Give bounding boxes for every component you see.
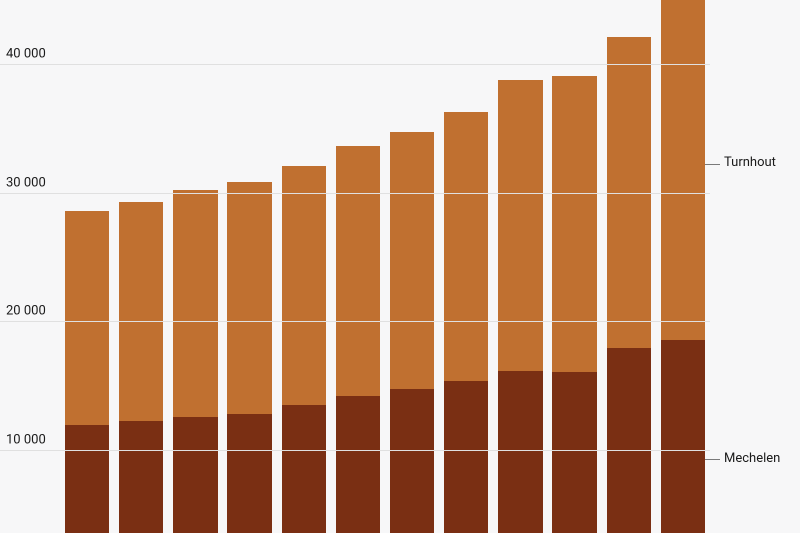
bar-segment-bottom: [173, 417, 217, 533]
bar-segment-top: [173, 190, 217, 417]
bar-group: [498, 0, 542, 533]
bar-group: [173, 0, 217, 533]
bar-segment-bottom: [119, 421, 163, 533]
bar-group: [607, 0, 651, 533]
bar-segment-bottom: [282, 405, 326, 533]
grid-line: [0, 450, 710, 451]
chart-viewport: 10 000 20 000 30 000 40 000 Turnhout Mechele…: [0, 0, 800, 533]
bar-group: [227, 0, 271, 533]
bar-segment-bottom: [661, 340, 705, 533]
bar-segment-top: [336, 146, 380, 395]
bar-group: [661, 0, 705, 533]
bar-segment-top: [444, 112, 488, 382]
bar-group: [444, 0, 488, 533]
bars-layer: [0, 0, 710, 533]
series-label-top: Turnhout: [724, 155, 776, 170]
bar-segment-top: [661, 0, 705, 340]
bar-segment-top: [282, 166, 326, 405]
bar-segment-bottom: [227, 414, 271, 533]
bar-segment-bottom: [552, 372, 596, 533]
bar-group: [119, 0, 163, 533]
bar-segment-bottom: [607, 348, 651, 533]
bar-group: [552, 0, 596, 533]
bar-segment-top: [119, 202, 163, 422]
bar-segment-bottom: [444, 381, 488, 533]
bar-segment-bottom: [390, 389, 434, 533]
bar-segment-top: [65, 211, 109, 425]
y-tick-label: 30 000: [0, 175, 46, 190]
bar-segment-bottom: [65, 425, 109, 533]
series-connector: [705, 164, 720, 165]
series-label-bottom: Mechelen: [724, 451, 780, 466]
bar-group: [390, 0, 434, 533]
bar-segment-top: [390, 132, 434, 389]
bar-segment-top: [498, 80, 542, 372]
series-connector: [705, 459, 720, 460]
y-tick-label: 10 000: [0, 432, 46, 447]
bar-group: [65, 0, 109, 533]
bar-segment-top: [552, 76, 596, 373]
y-tick-label: 40 000: [0, 47, 46, 62]
grid-line: [0, 321, 710, 322]
bar-group: [282, 0, 326, 533]
bar-segment-bottom: [336, 396, 380, 533]
bar-segment-top: [227, 182, 271, 413]
bar-group: [336, 0, 380, 533]
grid-line: [0, 193, 710, 194]
plot-area: 10 000 20 000 30 000 40 000: [0, 0, 710, 533]
bar-segment-bottom: [498, 371, 542, 533]
grid-line: [0, 64, 710, 65]
y-tick-label: 20 000: [0, 304, 46, 319]
